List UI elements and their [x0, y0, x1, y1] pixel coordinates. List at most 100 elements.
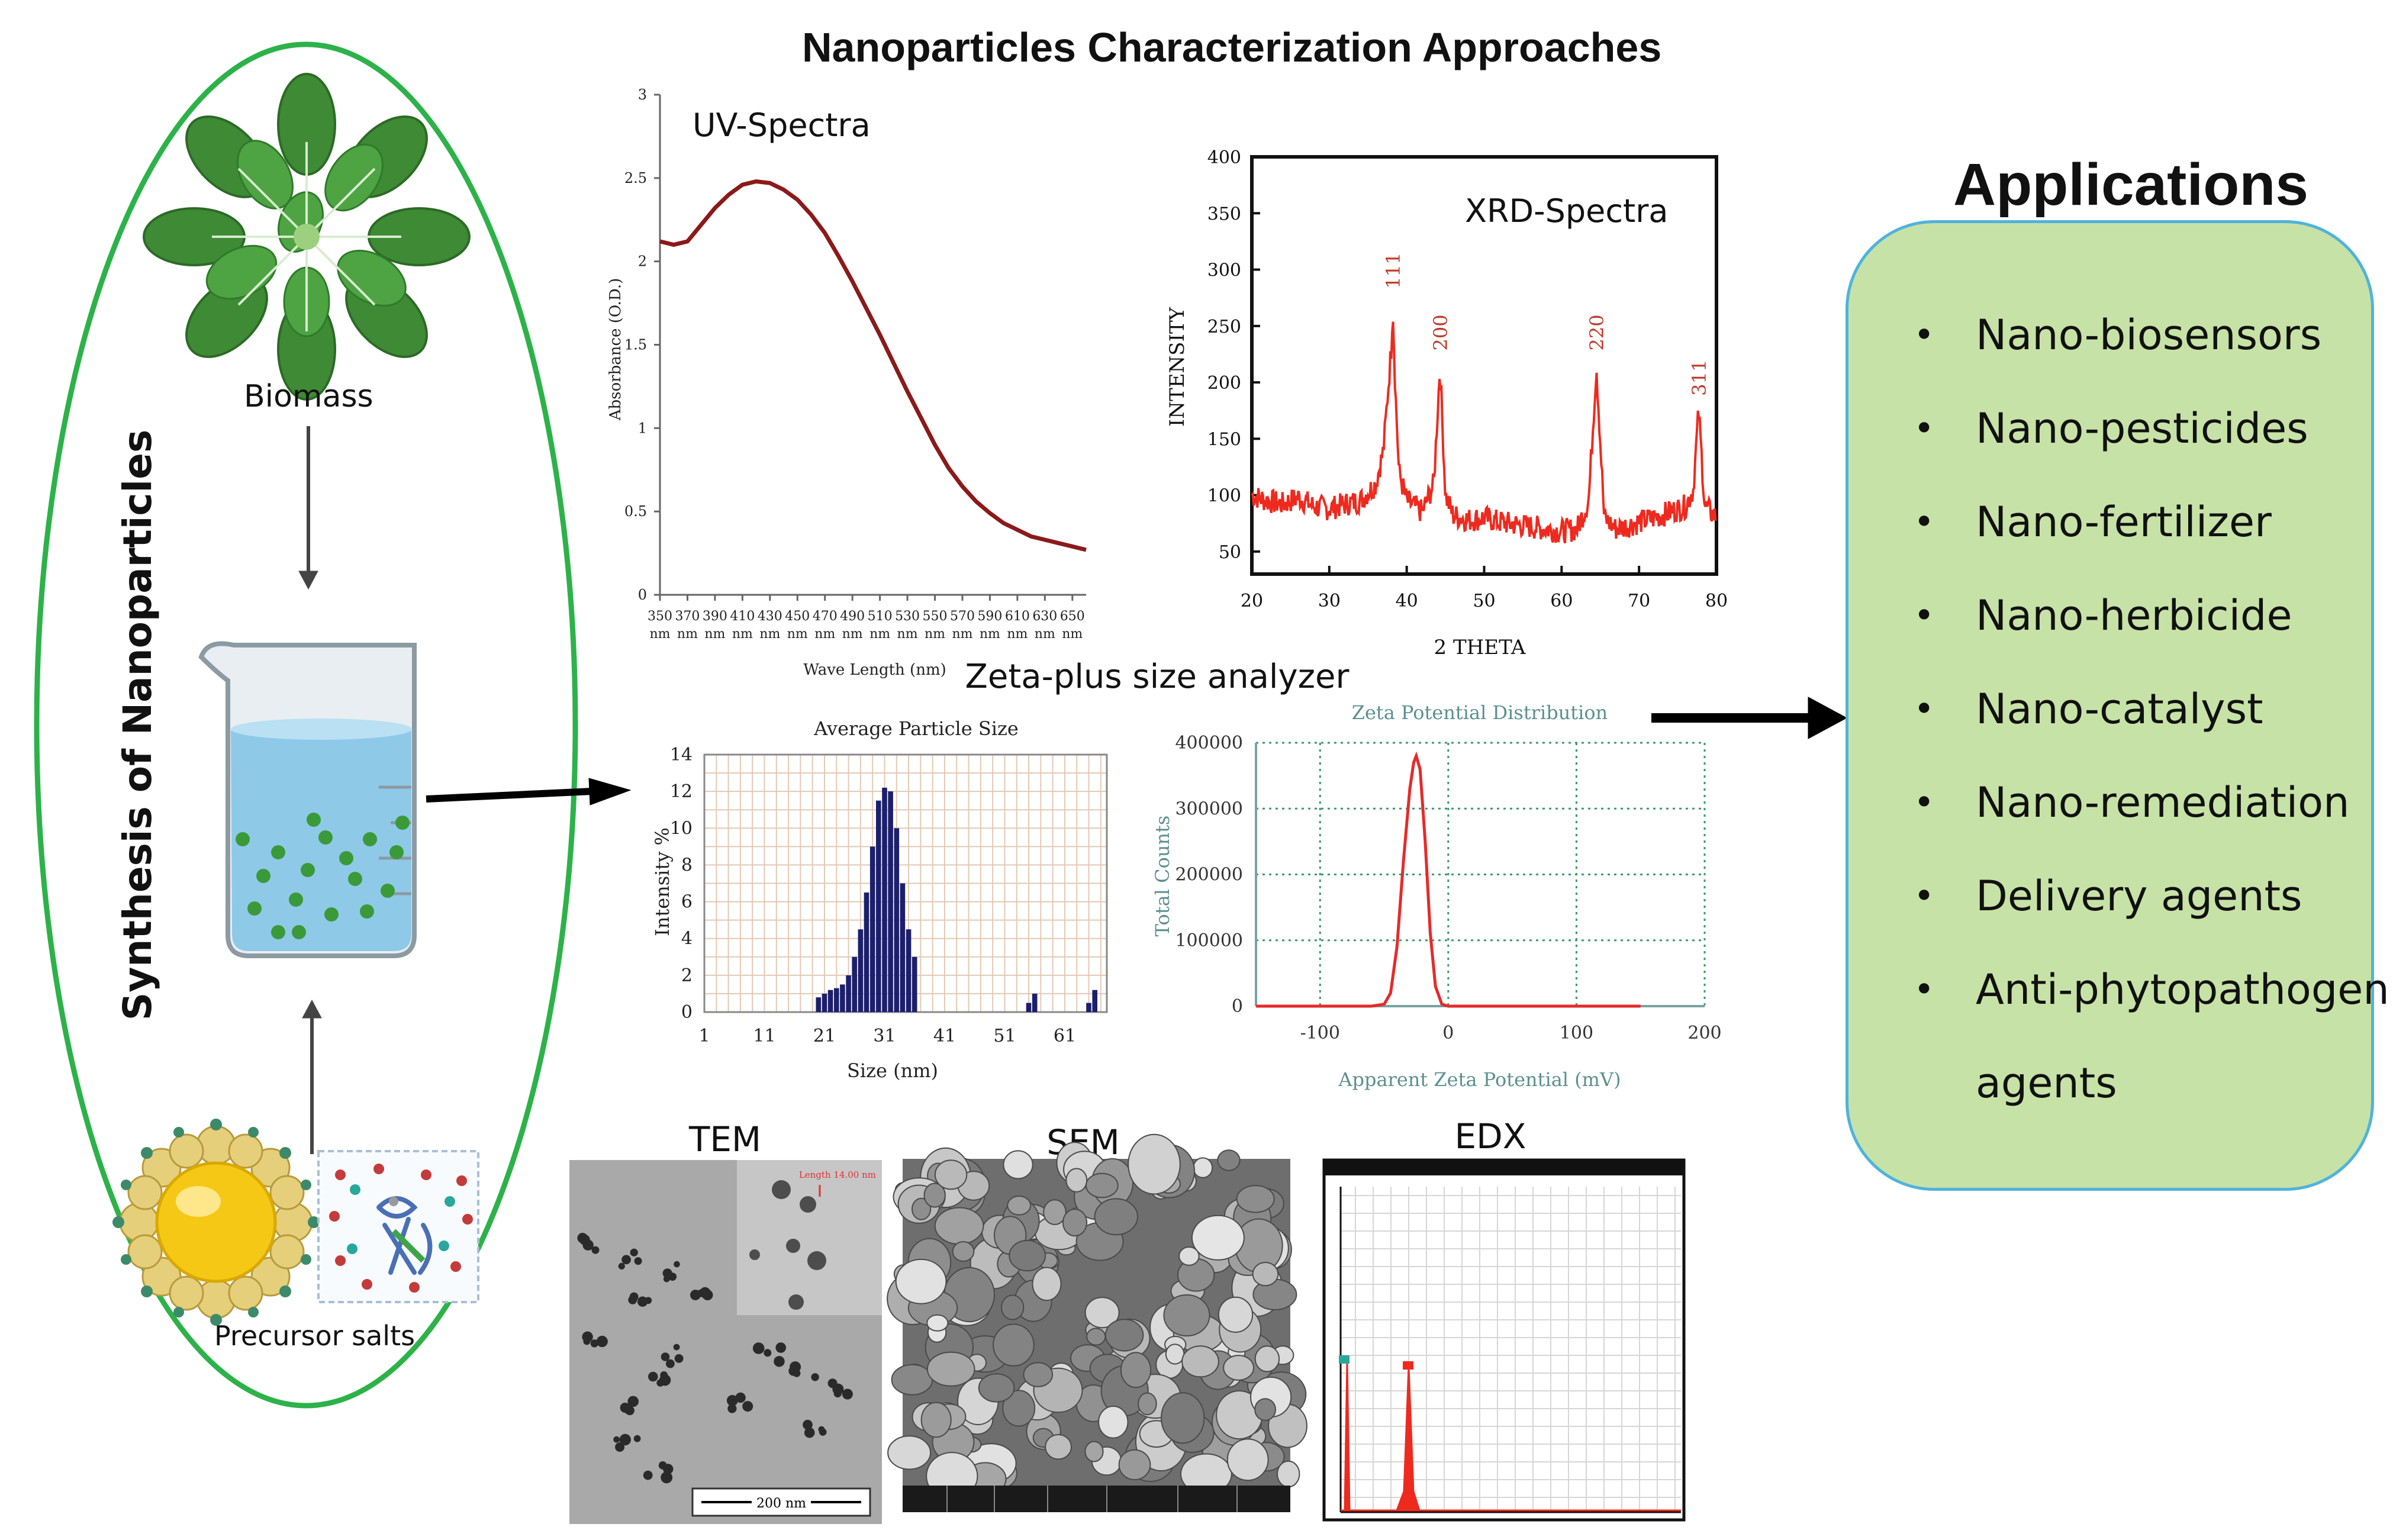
zeta-distribution-line [1256, 751, 1641, 1008]
psd-bar [827, 990, 833, 1012]
xrd-xtick-label: 70 [1628, 591, 1650, 611]
psd-bar [876, 800, 881, 1012]
sem-grain [1277, 1460, 1300, 1488]
synthesis-ellipse [34, 41, 578, 1409]
uv-xtick-label: 650 [1060, 609, 1085, 624]
psd-bar [900, 883, 906, 1012]
uv-xtick-label: 490 [840, 609, 865, 624]
application-item: Nano-fertilizer [1914, 475, 2393, 569]
xrd-ytick-label: 50 [1219, 542, 1241, 563]
tem-particle [726, 1395, 738, 1406]
sem-grain [1085, 1172, 1119, 1199]
application-item: Nano-herbicide [1914, 569, 2393, 662]
sem-grain [891, 1364, 933, 1396]
psd-bar [882, 787, 887, 1012]
xrd-ytick-label: 300 [1207, 260, 1241, 281]
uv-ylabel: Absorbance (O.D.) [607, 278, 624, 421]
tem-scalebar-label: 200 nm [756, 1496, 806, 1511]
applications-title: Applications [1953, 152, 2309, 218]
zeta-analyzer-heading: Zeta-plus size analyzer [965, 658, 1350, 696]
psd-ytick-label: 6 [681, 892, 693, 913]
tem-particle [660, 1371, 668, 1379]
xrd-ytick-label: 350 [1207, 204, 1241, 224]
psd-bar [906, 929, 912, 1012]
precursor-nanoparticle-illustration [112, 1119, 320, 1326]
sem-grain [1086, 1328, 1106, 1346]
psd-bar [858, 929, 864, 1012]
uv-xtick-label: 410 [730, 609, 755, 624]
tem-particle [645, 1297, 652, 1304]
uv-xtick-label: 630 [1032, 609, 1057, 624]
uv-xtick-label: 530 [895, 609, 920, 624]
sem-grain [1084, 1297, 1120, 1329]
sem-grain [920, 1402, 952, 1438]
psd-title: Average Particle Size [813, 717, 1019, 740]
sem-grain [1128, 1133, 1181, 1195]
sem-grain [895, 1258, 947, 1304]
psd-bar [869, 846, 875, 1012]
tem-particle [620, 1403, 630, 1413]
sem-grain [1043, 1199, 1067, 1225]
psd-bar [864, 893, 869, 1012]
sem-grain [1045, 1434, 1072, 1460]
uv-xtick-unit: nm [732, 627, 753, 642]
tem-particle [819, 1428, 827, 1436]
sem-grain [993, 1323, 1035, 1367]
psd-bar [1032, 993, 1038, 1012]
sem-grain [1165, 1344, 1185, 1365]
xrd-spectra-chart: 50 100 150 200 250 300 350 400 20 30 40 50 60 70 80 1… [1165, 147, 1728, 659]
tem-particle [633, 1435, 641, 1442]
uv-xtick-label: 510 [868, 609, 893, 624]
zeta-ytick-label: 100000 [1175, 930, 1243, 951]
tem-particle [621, 1255, 631, 1265]
sem-grain [912, 1197, 932, 1220]
tem-particle [674, 1261, 680, 1268]
biomass-label: Biomass [244, 379, 373, 414]
tem-particle [661, 1471, 673, 1484]
application-item-text: Anti-phytopathogenic [1976, 965, 2393, 1014]
uv-xtick-unit: nm [814, 627, 835, 642]
uv-xtick-unit: nm [649, 627, 670, 642]
psd-bar [846, 975, 851, 1012]
tem-particle [666, 1359, 675, 1368]
precursor-label: Precursor salts [214, 1320, 416, 1352]
sem-grain [978, 1373, 1015, 1403]
sem-grain [1178, 1246, 1200, 1266]
sem-grain [1138, 1392, 1157, 1416]
xrd-xtick-label: 50 [1473, 591, 1495, 611]
tem-particle [630, 1248, 638, 1257]
precursor-molecule-illustration [317, 1150, 479, 1303]
application-item: Nano-remediation [1914, 756, 2393, 849]
sem-grain [1254, 1345, 1280, 1373]
uv-xtick-label: 610 [1005, 609, 1030, 624]
sem-grain [1032, 1267, 1062, 1301]
sem-grain [934, 1207, 984, 1245]
tem-particle [674, 1354, 684, 1363]
uv-title: UV-Spectra [693, 107, 871, 144]
tem-particle [634, 1257, 642, 1265]
application-item: Delivery agents [1914, 849, 2393, 943]
xrd-peak-label: 311 [1688, 360, 1711, 396]
sem-grain [1062, 1209, 1088, 1237]
uv-xtick-label: 550 [923, 609, 948, 624]
xrd-intensity-line [1251, 321, 1717, 544]
sem-grain [1217, 1149, 1241, 1171]
sem-grain [1226, 1438, 1269, 1481]
zeta-title: Zeta Potential Distribution [1352, 701, 1608, 724]
tem-particle [628, 1295, 637, 1304]
uv-xtick-label: 450 [785, 609, 810, 624]
psd-xtick-label: 21 [813, 1026, 836, 1046]
zeta-ytick-label: 300000 [1175, 798, 1243, 819]
zeta-xtick-label: -100 [1300, 1023, 1340, 1043]
sem-grain [1163, 1294, 1210, 1337]
xrd-ytick-label: 100 [1207, 486, 1241, 507]
tem-particle [727, 1404, 737, 1413]
zeta-ylabel: Total Counts [1151, 816, 1174, 937]
xrd-ylabel: INTENSITY [1165, 307, 1189, 427]
xrd-ytick-label: 150 [1207, 429, 1241, 450]
sem-grain [1161, 1392, 1205, 1444]
uv-xtick-unit: nm [787, 627, 808, 642]
tem-particle [590, 1339, 598, 1348]
xrd-peak-label: 220 [1586, 314, 1608, 350]
sem-grain [1236, 1185, 1275, 1213]
